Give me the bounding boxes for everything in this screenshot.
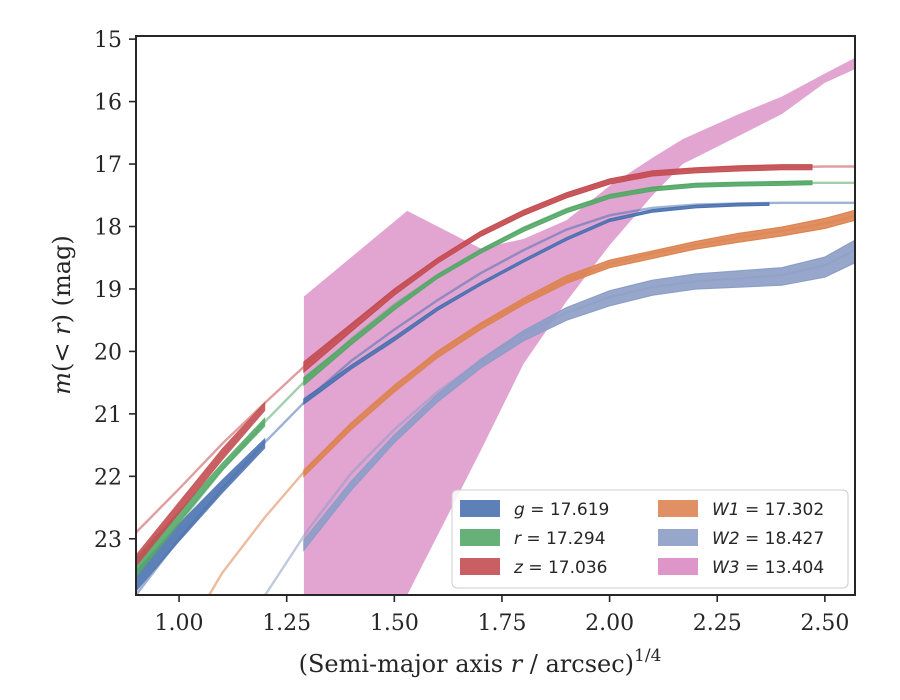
legend-label-W2: W2 = 18.427 xyxy=(712,529,824,549)
x-tick-label: 1.75 xyxy=(477,611,526,636)
series-r-inner-band xyxy=(136,417,266,577)
x-tick-label: 1.00 xyxy=(155,611,204,636)
series-g-inner-band xyxy=(136,437,266,592)
y-tick-label: 16 xyxy=(94,91,122,116)
y-tick-label: 21 xyxy=(94,403,122,428)
legend-label-g: g = 17.619 xyxy=(514,500,609,520)
y-tick-label: 19 xyxy=(94,278,122,303)
legend-label-W1: W1 = 17.302 xyxy=(712,500,824,520)
series-g-band xyxy=(303,202,770,406)
x-axis-title: (Semi-major axis r / arcsec)1/4 xyxy=(299,646,662,678)
y-tick-label: 20 xyxy=(94,340,122,365)
legend-box xyxy=(451,489,849,589)
y-axis: 15 16 17 18 19 20 21 22 23 xyxy=(94,28,136,553)
series-W1-band xyxy=(303,209,855,478)
series-r-band xyxy=(303,180,813,387)
y-axis-title: m(< r) (mag) xyxy=(48,235,76,395)
plot-frame xyxy=(135,35,856,596)
x-tick-label: 1.25 xyxy=(262,611,311,636)
legend-swatch-W3 xyxy=(658,558,698,575)
x-tick-label: 2.50 xyxy=(800,611,849,636)
x-axis: 1.00 1.25 1.50 1.75 2.00 2.25 2.50 xyxy=(155,595,849,636)
legend-label-z: z = 17.036 xyxy=(513,558,607,578)
x-tick-label: 2.00 xyxy=(585,611,634,636)
legend-swatch-r xyxy=(460,529,500,546)
legend: g = 17.619 r = 17.294 z = 17.036 W1 = 17.30… xyxy=(451,489,849,589)
legend-label-W3: W3 = 13.404 xyxy=(712,558,824,578)
series-z-inner-band xyxy=(136,401,266,567)
x-tick-label: 2.25 xyxy=(693,611,742,636)
legend-label-r: r = 17.294 xyxy=(514,529,606,549)
series-W3-band xyxy=(303,57,855,595)
series-W2-band xyxy=(303,239,855,552)
y-tick-label: 15 xyxy=(94,28,122,53)
legend-swatch-z xyxy=(460,558,500,575)
y-tick-label: 17 xyxy=(94,153,122,178)
legend-swatch-W1 xyxy=(658,500,698,517)
y-tick-label: 22 xyxy=(94,465,122,490)
y-tick-label: 18 xyxy=(94,215,122,240)
legend-swatch-W2 xyxy=(658,529,698,546)
legend-swatch-g xyxy=(460,500,500,517)
x-tick-label: 1.50 xyxy=(370,611,419,636)
series-z-band xyxy=(303,164,813,374)
plot-area xyxy=(136,57,855,595)
y-tick-label: 23 xyxy=(94,528,122,553)
